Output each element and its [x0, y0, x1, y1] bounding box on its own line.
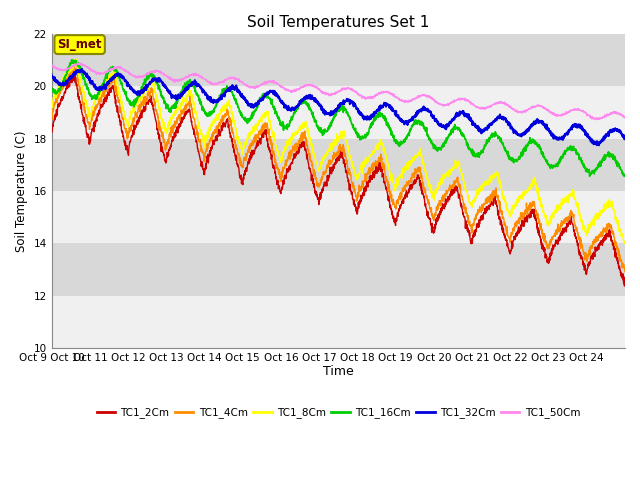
TC1_4Cm — [621, 269, 629, 275]
TC1_50Cm — [355, 92, 363, 98]
TC1_2Cm — [621, 280, 629, 286]
Title: Soil Temperatures Set 1: Soil Temperatures Set 1 — [247, 15, 429, 30]
TC1_50Cm — [621, 115, 629, 120]
TC1_16Cm — [587, 171, 595, 177]
Bar — [52, 243, 625, 296]
TC1_16Cm — [571, 147, 579, 153]
Line: TC1_4Cm: TC1_4Cm — [52, 63, 625, 272]
TC1_8Cm — [620, 240, 628, 246]
TC1_50Cm — [506, 103, 513, 109]
Text: SI_met: SI_met — [58, 38, 102, 51]
TC1_8Cm — [355, 173, 363, 179]
Y-axis label: Soil Temperature (C): Soil Temperature (C) — [15, 130, 28, 252]
TC1_50Cm — [587, 114, 595, 120]
TC1_4Cm — [587, 246, 595, 252]
TC1_2Cm — [571, 232, 579, 238]
X-axis label: Time: Time — [323, 365, 354, 378]
Line: TC1_2Cm: TC1_2Cm — [52, 73, 625, 286]
TC1_4Cm — [355, 182, 363, 188]
TC1_2Cm — [506, 249, 513, 255]
Line: TC1_8Cm: TC1_8Cm — [52, 59, 625, 243]
TC1_2Cm — [208, 146, 216, 152]
TC1_16Cm — [368, 120, 376, 126]
TC1_32Cm — [355, 110, 363, 116]
TC1_16Cm — [506, 156, 513, 162]
TC1_8Cm — [72, 56, 79, 62]
TC1_32Cm — [595, 143, 603, 148]
TC1_32Cm — [506, 121, 513, 127]
TC1_32Cm — [208, 97, 216, 103]
Line: TC1_32Cm: TC1_32Cm — [52, 69, 625, 145]
TC1_2Cm — [48, 128, 56, 133]
Bar — [52, 34, 625, 86]
Legend: TC1_2Cm, TC1_4Cm, TC1_8Cm, TC1_16Cm, TC1_32Cm, TC1_50Cm: TC1_2Cm, TC1_4Cm, TC1_8Cm, TC1_16Cm, TC1… — [92, 403, 584, 422]
TC1_32Cm — [621, 135, 629, 141]
TC1_4Cm — [506, 235, 513, 241]
TC1_8Cm — [571, 194, 579, 200]
TC1_2Cm — [621, 283, 628, 289]
TC1_32Cm — [368, 112, 376, 118]
TC1_8Cm — [506, 212, 513, 218]
Line: TC1_16Cm: TC1_16Cm — [52, 60, 625, 176]
TC1_2Cm — [69, 71, 77, 76]
Bar — [52, 296, 625, 348]
TC1_50Cm — [74, 60, 81, 66]
TC1_50Cm — [368, 95, 376, 100]
TC1_32Cm — [587, 136, 595, 142]
TC1_16Cm — [355, 133, 363, 139]
TC1_16Cm — [621, 173, 629, 179]
TC1_50Cm — [571, 106, 579, 112]
TC1_32Cm — [48, 72, 56, 78]
TC1_32Cm — [78, 66, 86, 72]
Bar — [52, 191, 625, 243]
TC1_8Cm — [48, 105, 56, 111]
TC1_4Cm — [368, 162, 376, 168]
TC1_16Cm — [620, 173, 628, 179]
TC1_50Cm — [593, 117, 600, 122]
TC1_16Cm — [48, 85, 56, 91]
Bar — [52, 139, 625, 191]
TC1_8Cm — [368, 151, 376, 157]
TC1_16Cm — [68, 57, 76, 63]
TC1_4Cm — [48, 113, 56, 119]
Line: TC1_50Cm: TC1_50Cm — [52, 63, 625, 120]
TC1_8Cm — [587, 219, 595, 225]
TC1_8Cm — [621, 240, 629, 246]
TC1_50Cm — [208, 82, 216, 87]
TC1_16Cm — [208, 111, 216, 117]
TC1_2Cm — [368, 174, 376, 180]
TC1_4Cm — [571, 220, 579, 226]
TC1_4Cm — [208, 133, 216, 139]
TC1_2Cm — [355, 199, 363, 204]
Bar — [52, 86, 625, 139]
TC1_2Cm — [587, 257, 595, 263]
TC1_8Cm — [208, 120, 216, 126]
TC1_50Cm — [48, 62, 56, 68]
TC1_32Cm — [571, 123, 579, 129]
TC1_4Cm — [71, 60, 79, 66]
